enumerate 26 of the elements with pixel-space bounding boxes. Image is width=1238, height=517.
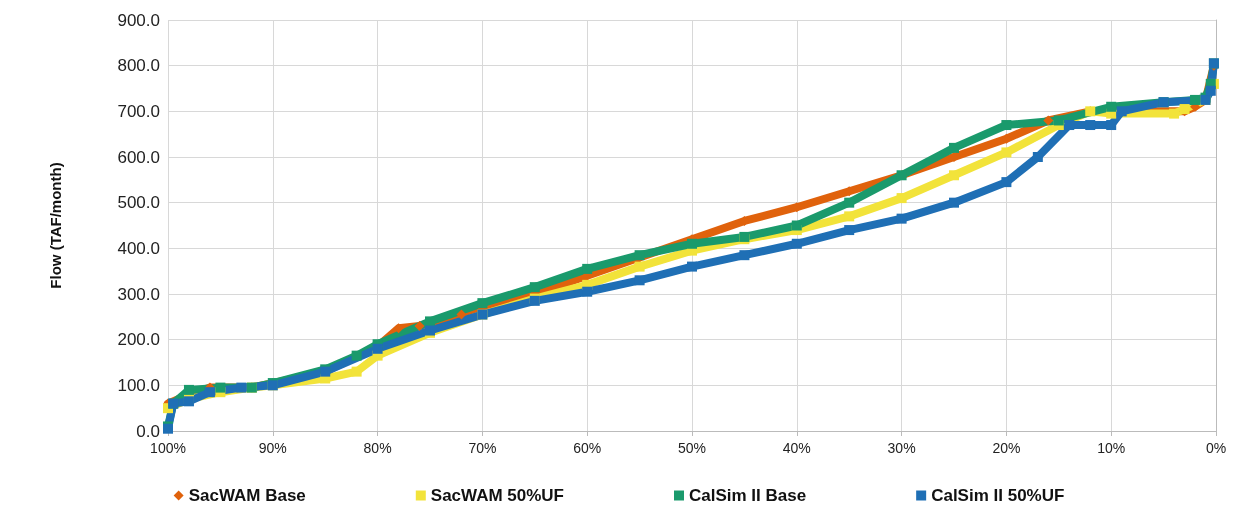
y-tick-label: 600.0 <box>117 147 160 167</box>
x-tick-label: 60% <box>573 440 602 456</box>
legend-label: SacWAM 50%UF <box>430 486 564 505</box>
y-tick-label: 700.0 <box>117 101 160 121</box>
x-tick-label: 40% <box>782 440 811 456</box>
y-tick-label: 0.0 <box>136 421 160 441</box>
x-tick-label: 0% <box>1205 440 1227 456</box>
y-tick-label: 900.0 <box>117 10 160 30</box>
x-tick-label: 100% <box>150 440 186 456</box>
x-tick-label: 20% <box>992 440 1021 456</box>
x-tick-label: 30% <box>887 440 916 456</box>
y-tick-label: 800.0 <box>117 56 160 76</box>
y-tick-label: 200.0 <box>117 330 160 350</box>
x-tick-label: 70% <box>468 440 497 456</box>
x-tick-label: 10% <box>1097 440 1126 456</box>
legend-label: SacWAM Base <box>188 486 306 505</box>
y-axis-title: Flow (TAF/month) <box>47 162 64 289</box>
y-tick-label: 500.0 <box>117 193 160 213</box>
x-tick-label: 50% <box>677 440 707 456</box>
legend-label: CalSim II Base <box>688 486 807 505</box>
x-tick-label: 80% <box>363 440 392 456</box>
y-tick-label: 300.0 <box>117 284 160 304</box>
y-tick-label: 100.0 <box>117 375 160 395</box>
legend-label: CalSim II 50%UF <box>931 486 1065 505</box>
y-tick-label: 400.0 <box>117 238 160 258</box>
x-tick-label: 90% <box>258 440 287 456</box>
